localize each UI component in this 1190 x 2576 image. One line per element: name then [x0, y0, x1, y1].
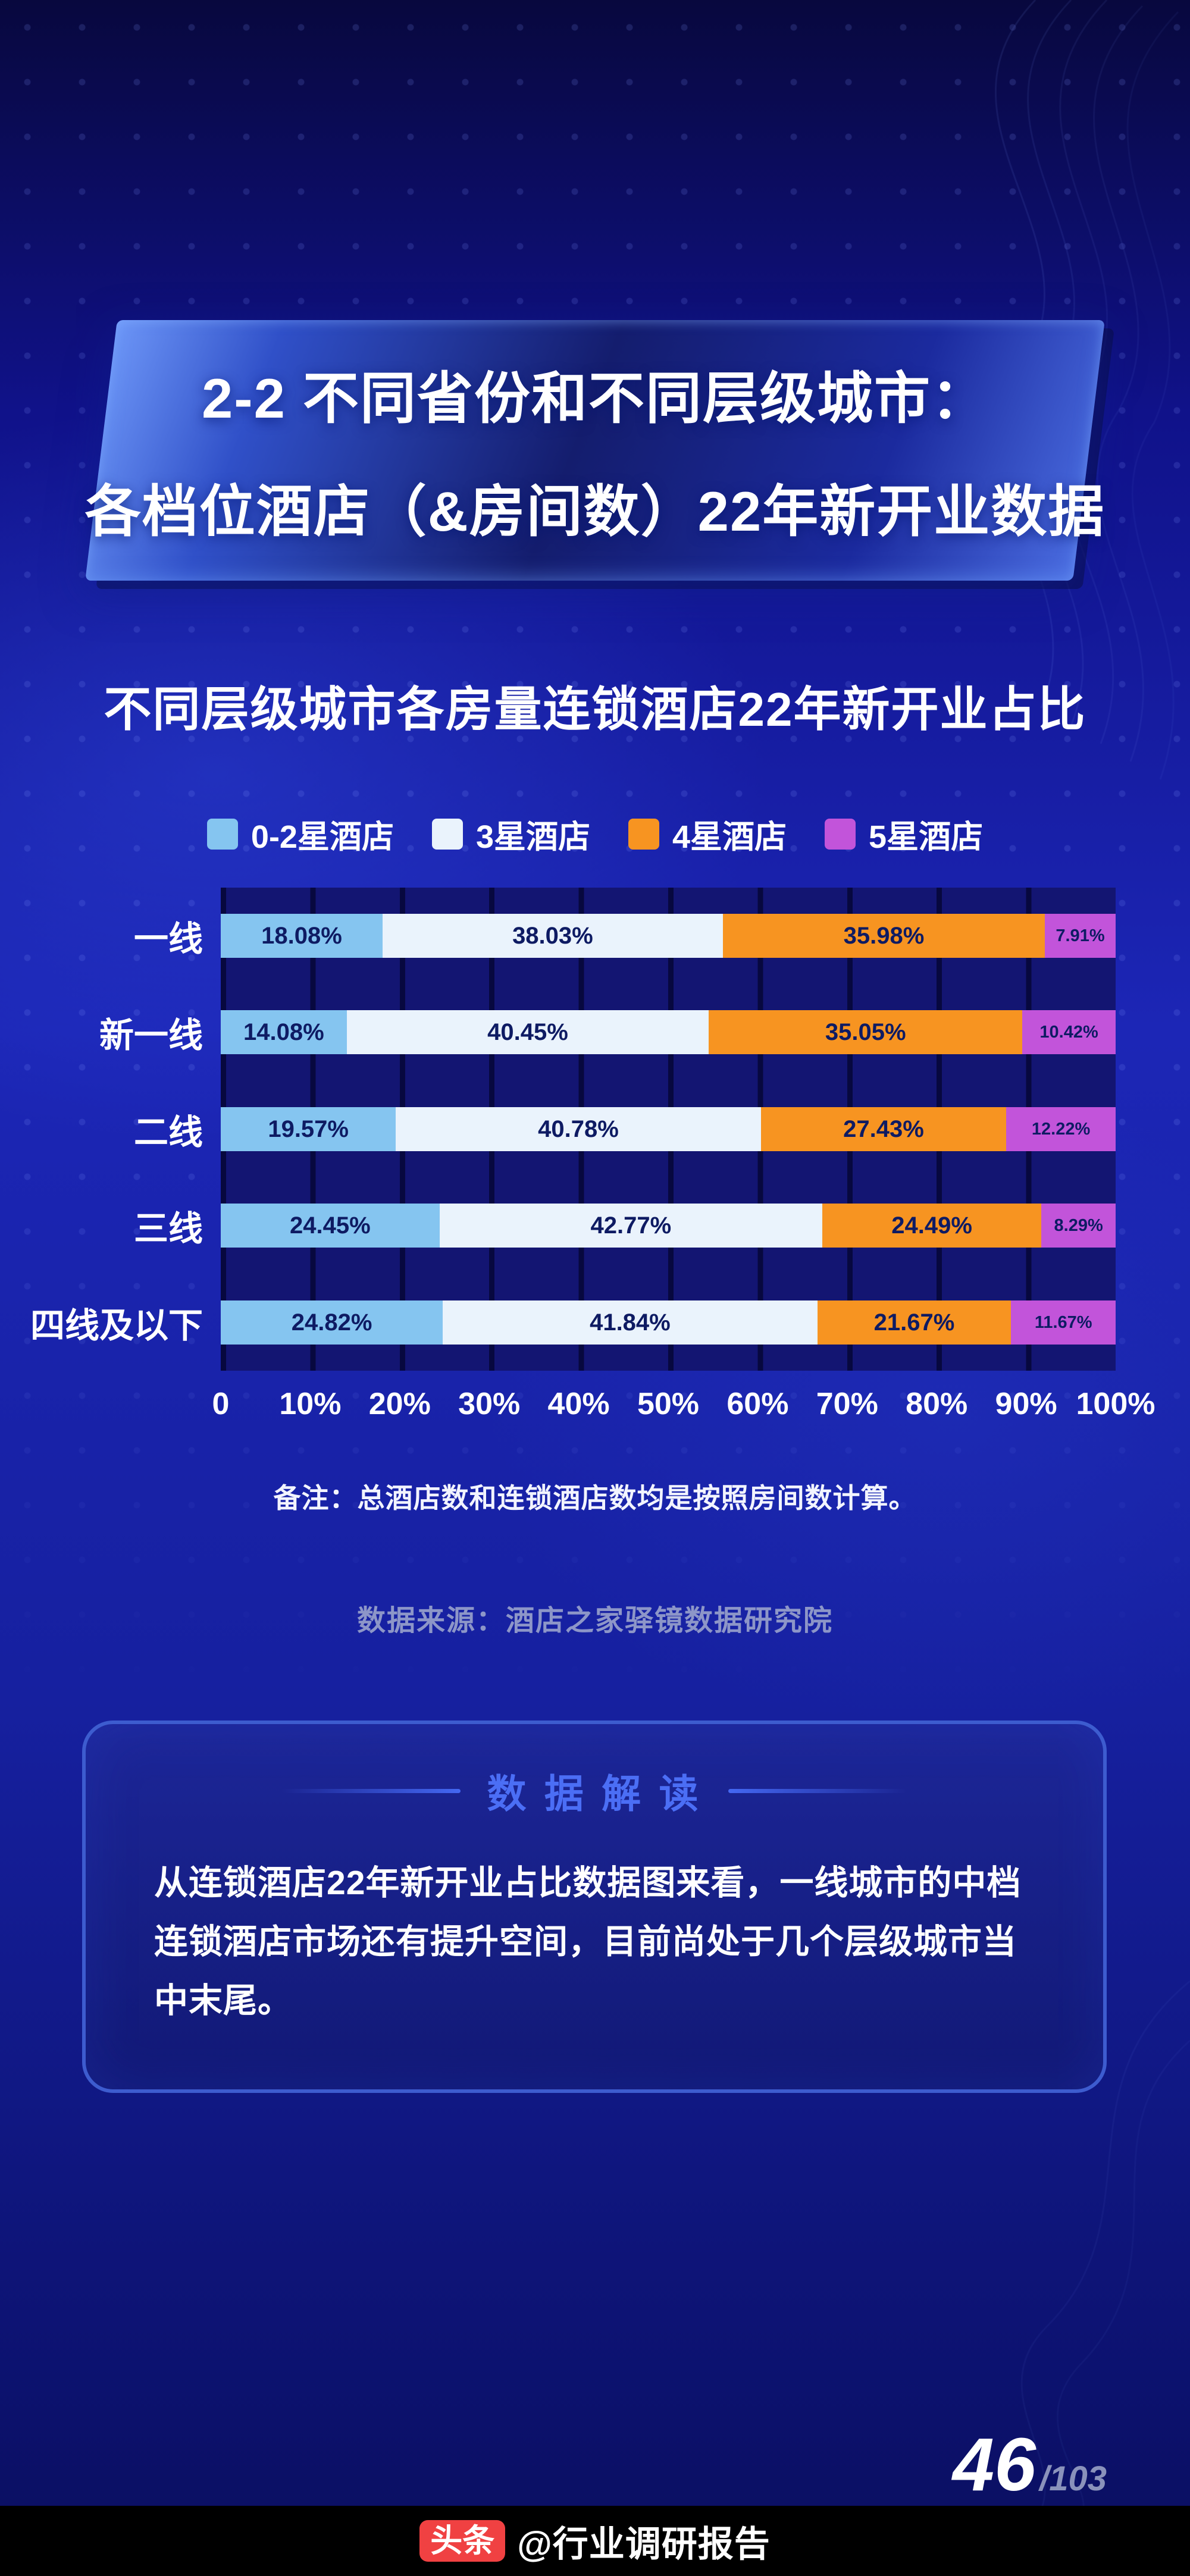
- x-tick: 30%: [458, 1387, 521, 1421]
- segment-value: 27.43%: [843, 1115, 924, 1142]
- bar-segment: 7.91%: [1045, 914, 1116, 958]
- legend-swatch: [206, 818, 238, 850]
- legend-item: 0-2星酒店: [206, 810, 394, 857]
- x-tick: 90%: [995, 1387, 1057, 1421]
- bar-segment: 21.67%: [817, 1300, 1012, 1345]
- category-label: 三线: [133, 1209, 203, 1248]
- x-tick: 60%: [726, 1387, 789, 1421]
- bar-segment: 14.08%: [221, 1010, 347, 1054]
- chart-title: 不同层级城市各房量连锁酒店22年新开业占比: [104, 683, 1086, 736]
- category-label: 新一线: [99, 1016, 203, 1055]
- insight-body: 从连锁酒店22年新开业占比数据图来看，一线城市的中档连锁酒店市场还有提升空间，目…: [154, 1864, 1022, 2020]
- segment-value: 21.67%: [873, 1309, 955, 1336]
- legend-label: 3星酒店: [475, 819, 590, 855]
- x-tick: 20%: [368, 1387, 431, 1421]
- legend-item: 3星酒店: [431, 810, 590, 857]
- bar-row-1: 新一线 14.08% 40.45% 35.05% 10.42%: [99, 1010, 1116, 1055]
- insight-title-left-line: [282, 1788, 461, 1793]
- insight-title: 数 据 解 读: [487, 1772, 702, 1816]
- segment-value: 12.22%: [1031, 1119, 1091, 1139]
- bar-segment: 12.22%: [1006, 1107, 1116, 1151]
- legend-swatch: [825, 818, 856, 850]
- x-tick: 40%: [547, 1387, 610, 1421]
- bar-segment: 42.77%: [439, 1204, 822, 1248]
- insight-title-right-line: [728, 1788, 907, 1793]
- segment-value: 40.45%: [487, 1019, 568, 1045]
- toutiao-logo: 头条: [419, 2520, 506, 2562]
- segment-value: 24.82%: [291, 1309, 372, 1336]
- bar-segment: 35.98%: [722, 914, 1045, 958]
- page-number-total: /103: [1039, 2459, 1107, 2498]
- segment-value: 35.05%: [825, 1019, 906, 1045]
- page-number: 46 /103: [953, 2427, 1107, 2502]
- bar-segment: 27.43%: [760, 1107, 1007, 1151]
- plot-area: 一线 18.08% 38.03% 35.98% 7.91% 新一线 14.08% 40.45%…: [30, 888, 1116, 1371]
- segment-value: 38.03%: [512, 922, 593, 949]
- legend-swatch: [628, 818, 659, 850]
- legend-item: 5星酒店: [825, 810, 983, 857]
- category-label: 四线及以下: [30, 1306, 203, 1345]
- bar-segment: 24.82%: [221, 1300, 443, 1345]
- category-label: 二线: [133, 1113, 203, 1152]
- chart-legend: 0-2星酒店 3星酒店 4星酒店 5星酒店: [0, 810, 1190, 857]
- bar-segment: 35.05%: [709, 1010, 1023, 1054]
- x-tick: 80%: [906, 1387, 968, 1421]
- segment-value: 40.78%: [538, 1115, 619, 1142]
- bar-segment: 11.67%: [1011, 1300, 1116, 1345]
- bar-segment: 38.03%: [382, 914, 723, 958]
- category-label: 一线: [133, 920, 203, 958]
- segment-value: 11.67%: [1034, 1312, 1092, 1332]
- segment-value: 42.77%: [590, 1212, 672, 1239]
- legend-label: 5星酒店: [869, 819, 984, 855]
- bar-segment: 40.78%: [396, 1107, 761, 1151]
- bar-segment: 24.45%: [221, 1204, 440, 1248]
- legend-label: 0-2星酒店: [250, 819, 394, 855]
- insight-box: 数 据 解 读 从连锁酒店22年新开业占比数据图来看，一线城市的中档连锁酒店市场…: [82, 1721, 1107, 2093]
- legend-swatch: [431, 818, 463, 850]
- x-tick: 0: [212, 1387, 230, 1421]
- segment-value: 18.08%: [261, 922, 342, 949]
- x-tick: 70%: [816, 1387, 878, 1421]
- legend-label: 4星酒店: [672, 819, 787, 855]
- legend-item: 4星酒店: [628, 810, 787, 857]
- bar-row-4: 四线及以下 24.82% 41.84% 21.67% 11.67%: [30, 1300, 1116, 1345]
- bar-row-3: 三线 24.45% 42.77% 24.49% 8.29%: [134, 1204, 1116, 1248]
- title-banner-inner: 2-2 不同省份和不同层级城市： 各档位酒店（&房间数）22年新开业数据: [85, 320, 1104, 581]
- segment-value: 7.91%: [1056, 926, 1105, 945]
- segment-value: 19.57%: [268, 1115, 349, 1142]
- bar-segment: 40.45%: [346, 1010, 709, 1054]
- banner-title-line2: 各档位酒店（&房间数）22年新开业数据: [84, 480, 1106, 543]
- dot-pattern-decoration: [0, 0, 1190, 1725]
- bar-segment: 10.42%: [1022, 1010, 1116, 1054]
- data-source: 数据来源：酒店之家驿镜数据研究院: [356, 1605, 833, 1637]
- insight-header: 数 据 解 读: [86, 1762, 1103, 1819]
- bar-segment: 8.29%: [1041, 1204, 1116, 1248]
- footer-bar: 头条 @行业调研报告: [0, 2506, 1190, 2576]
- x-tick: 50%: [637, 1387, 700, 1421]
- segment-value: 24.45%: [290, 1212, 371, 1239]
- page-number-current: 46: [952, 2423, 1036, 2506]
- footer-handle: @行业调研报告: [517, 2524, 771, 2564]
- bar-segment: 18.08%: [221, 914, 383, 958]
- segment-value: 41.84%: [590, 1309, 671, 1336]
- x-tick: 10%: [279, 1387, 342, 1421]
- x-axis: 0 10% 20% 30% 40% 50% 60% 70% 80% 90% 100%: [212, 1386, 1155, 1428]
- banner-title-line1: 2-2 不同省份和不同层级城市：: [202, 367, 988, 430]
- bar-row-2: 二线 19.57% 40.78% 27.43% 12.22%: [134, 1107, 1116, 1152]
- segment-value: 8.29%: [1054, 1215, 1103, 1235]
- title-banner: 2-2 不同省份和不同层级城市： 各档位酒店（&房间数）22年新开业数据: [85, 320, 1104, 581]
- bar-segment: 19.57%: [221, 1107, 396, 1151]
- chart-note: 备注：总酒店数和连锁酒店数均是按照房间数计算。: [273, 1483, 917, 1513]
- bar-row-0: 一线 18.08% 38.03% 35.98% 7.91%: [134, 914, 1116, 958]
- segment-value: 10.42%: [1039, 1022, 1098, 1042]
- segment-value: 35.98%: [843, 922, 925, 949]
- x-tick: 100%: [1076, 1387, 1155, 1421]
- bar-segment: 24.49%: [822, 1204, 1042, 1248]
- segment-value: 24.49%: [891, 1212, 972, 1239]
- bar-segment: 41.84%: [443, 1300, 818, 1345]
- segment-value: 14.08%: [243, 1019, 324, 1045]
